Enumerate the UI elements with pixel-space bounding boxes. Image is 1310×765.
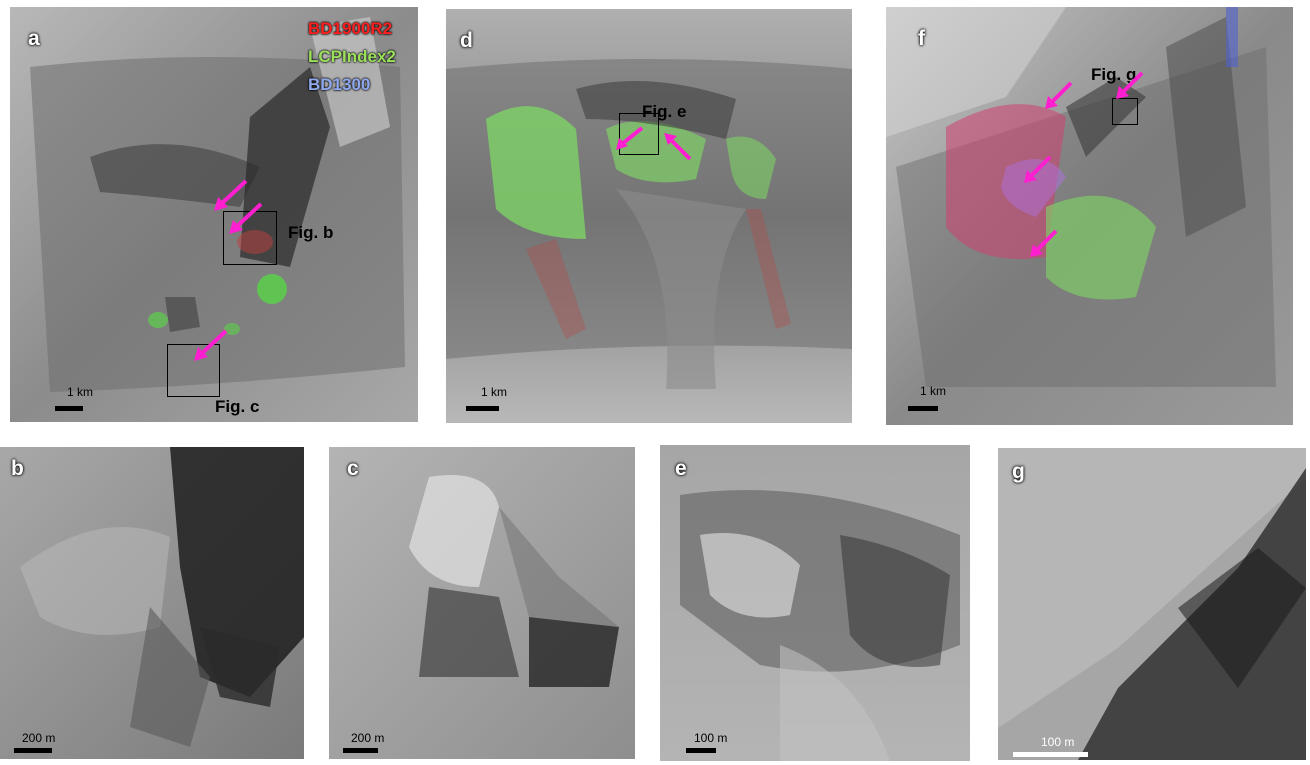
- fig-b-label: Fig. b: [288, 223, 334, 242]
- arrow-icon: [214, 179, 248, 211]
- fig-e-label: Fig. e: [642, 102, 687, 121]
- panel-e-image: [660, 445, 970, 761]
- scale-bar: 200 m: [343, 731, 413, 753]
- scale-bar-line: [686, 748, 716, 753]
- scale-label: 1 km: [67, 385, 94, 399]
- scale-label: 100 m: [694, 731, 728, 745]
- panel-f-image: [886, 7, 1293, 425]
- panel-d: d Fig. e 1 km: [446, 9, 852, 423]
- panel-d-label: d: [460, 29, 473, 52]
- scale-bar-line: [55, 406, 83, 411]
- scale-bar-line: [14, 748, 52, 753]
- scale-label: 200 m: [22, 731, 56, 745]
- fig-c-label: Fig. c: [215, 397, 260, 416]
- panel-f: f Fig. g 1 km: [886, 7, 1293, 425]
- panel-a-image: [10, 7, 418, 422]
- panel-c-image: [329, 447, 635, 759]
- legend-item-lcpindex2: LCPIndex2: [308, 47, 396, 66]
- arrow-icon: [229, 202, 263, 234]
- fig-g-box: [1112, 98, 1138, 125]
- panel-c: c 200 m: [329, 447, 635, 759]
- fig-c-box: [167, 344, 220, 397]
- scale-label: 1 km: [920, 384, 947, 398]
- panel-a: a BD1900R2 LCPIndex2 BD1300 Fig. b Fig. …: [10, 7, 418, 422]
- panel-b-image: [0, 447, 304, 759]
- arrow-icon: [616, 126, 644, 150]
- arrow-icon: [194, 329, 228, 361]
- scale-bar: 200 m: [14, 731, 84, 753]
- arrow-icon: [1045, 81, 1073, 109]
- scale-label: 100 m: [1041, 735, 1075, 749]
- scale-label: 200 m: [351, 731, 385, 745]
- scale-bar: 100 m: [1013, 735, 1093, 757]
- scale-label: 1 km: [481, 385, 508, 399]
- fig-g-label: Fig. g: [1091, 65, 1137, 84]
- arrow-icon: [1030, 229, 1058, 257]
- scale-bar: 1 km: [908, 384, 978, 411]
- scale-bar-line: [466, 406, 499, 411]
- legend-item-bd1300: BD1300: [308, 75, 371, 94]
- panel-e: e 100 m: [660, 445, 970, 761]
- fig-e-box: [619, 113, 659, 155]
- panel-b-label: b: [11, 457, 24, 480]
- scale-bar-line: [343, 748, 378, 753]
- panel-f-label: f: [918, 27, 925, 50]
- scale-bar: 1 km: [466, 385, 536, 411]
- arrow-icon: [1116, 71, 1144, 99]
- scale-bar: 100 m: [686, 731, 756, 753]
- arrow-icon: [664, 133, 692, 161]
- scale-bar: 1 km: [55, 385, 115, 411]
- scale-bar-line: [908, 406, 938, 411]
- scale-bar-line: [1013, 752, 1088, 757]
- panel-g-image: [998, 448, 1306, 760]
- panel-d-image: [446, 9, 852, 423]
- panel-b: b 200 m: [0, 447, 304, 759]
- panel-g-label: g: [1012, 460, 1025, 483]
- panel-c-label: c: [347, 457, 359, 480]
- panel-e-label: e: [675, 457, 687, 480]
- arrow-icon: [1024, 155, 1052, 183]
- panel-a-label: a: [28, 27, 40, 50]
- panel-g: g 100 m: [998, 448, 1306, 760]
- legend-item-bd1900r2: BD1900R2: [308, 19, 393, 38]
